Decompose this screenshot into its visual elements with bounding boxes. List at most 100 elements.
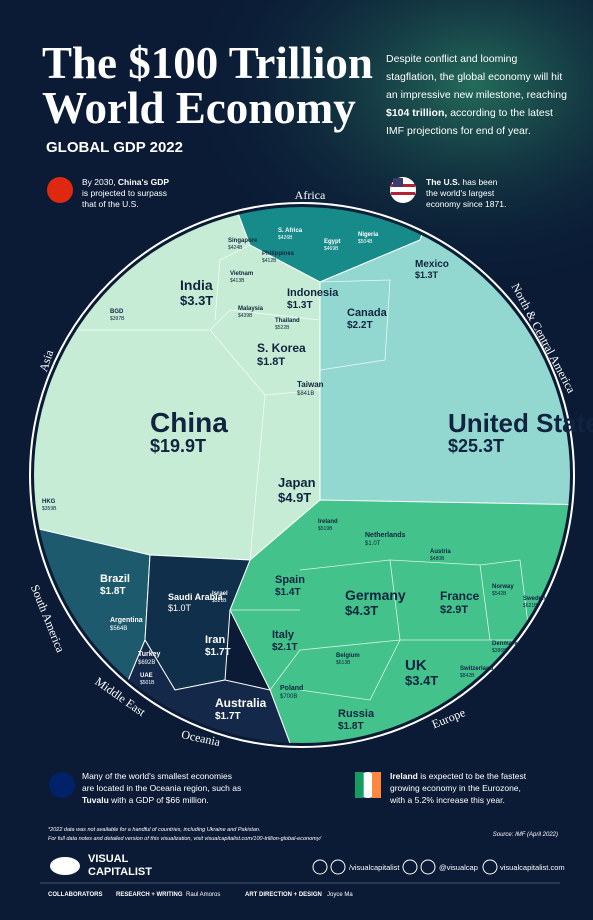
person: Raul Amoros [186,892,220,898]
icon [330,859,346,875]
country-name: Australia [215,696,267,710]
flag-tuvalu [49,772,75,798]
country-gdp: $1.3T [287,300,313,311]
country-name: United States [448,408,593,438]
country-name: China [150,407,228,438]
country-gdp: $4.9T [278,490,311,505]
callout-line: is projected to surpass [82,188,167,198]
person: Joyce Ma [327,892,353,898]
social[interactable]: visualcapitalist.com [500,863,565,872]
region-label: Asia [36,348,56,374]
country-name: Switzerland [460,666,494,672]
callout-text: By 2030, [82,177,118,187]
country-name: Malaysia [238,306,264,312]
country-name: Israel [212,591,228,597]
footnote: *2022 data was not available for a handf… [48,827,261,833]
country-name: Philippines [262,251,295,257]
country-name: BGD [110,309,124,315]
country-gdp: $424B [228,245,243,251]
cell-border [264,389,321,396]
callout-line: that of the U.S. [82,199,139,209]
country-gdp: $359B [42,506,57,512]
country-name: Singapore [228,238,258,244]
country-name: UAE [140,673,153,679]
country-gdp: $4.3T [345,603,378,618]
callout-text: has been [460,177,498,187]
cell-border [209,309,321,331]
country-gdp: $564B [110,626,127,632]
callout-ireland: Ireland is expected to be the fastest gr… [389,771,527,805]
country-name: Poland [280,685,303,692]
country-gdp: $439B [238,313,253,319]
country-gdp: $501B [140,680,155,686]
country-gdp: $3.3T [180,293,213,308]
icon [402,859,418,875]
footnote: For full data notes and detailed version… [48,836,321,842]
country-name: India [180,277,213,293]
country-gdp: $841B [297,391,314,397]
intro-bold: $104 trillion, [386,107,447,119]
country-gdp: $1.4T [275,587,301,598]
brand: CAPITALIST [88,866,152,878]
country-gdp: $3.4T [405,673,438,688]
icon [482,859,498,875]
cell-border [319,279,391,371]
country-gdp: $1.0T [168,603,192,613]
source: Source: IMF (April 2022) [493,832,558,838]
country-gdp: $1.7T [215,711,241,722]
country-gdp: $19.9T [150,436,206,456]
country-gdp: $1.8T [257,356,285,368]
country-name: Denmark [492,641,518,647]
country-gdp: $2.1T [272,642,298,653]
flag-canton [393,178,403,187]
country-gdp: $412B [262,258,277,264]
social[interactable]: /visualcapitalist [349,863,400,872]
country-name: Turkey [138,651,161,658]
country-name: Italy [272,629,295,641]
brand: VISUAL [88,853,129,865]
country-gdp: $1.8T [338,721,364,732]
callout-line: The U.S. has been [426,177,498,187]
country-gdp: $2.2T [347,320,373,331]
country-gdp: $2.9T [440,604,468,616]
intro-line: Despite conflict and looming [386,53,517,65]
country-name: Canada [347,307,388,319]
country-gdp: $426B [278,235,293,241]
callout-bold: The U.S. [426,177,460,187]
icon [420,859,436,875]
callout-line: Tuvalu with a GDP of $66 million. [82,795,209,805]
callout-line: economy since 1871. [426,199,506,209]
country-name: Germany [345,587,406,603]
country-name: Sweden [523,596,546,602]
country-gdp: $469B [324,246,339,252]
country-name: Vietnam [230,271,253,277]
callout-bold: Ireland [390,771,418,781]
flag-stripe [355,772,364,798]
callout-line: By 2030, China's GDP [82,177,169,187]
country-name: Indonesia [287,287,339,299]
country-name: Iran [205,634,225,646]
flag-china [47,177,73,203]
subtitle: GLOBAL GDP 2022 [46,139,183,156]
country-name: Austria [430,549,451,555]
callout-bold: Tuvalu [82,795,109,805]
country-gdp: $386B [492,648,507,654]
country-gdp: $700B [280,694,297,700]
intro-line: an impressive new milestone, reaching [386,89,567,101]
callout-line: growing economy in the Eurozone, [390,783,521,793]
country-gdp: $692B [138,660,155,666]
callout-text: with a GDP of $66 million. [109,795,209,805]
country-gdp: $522B [275,325,290,331]
title: World Economy [42,83,356,133]
country-name: S. Korea [257,341,306,355]
collaborators: COLLABORATORS [48,892,102,898]
logo [50,857,80,875]
role: RESEARCH + WRITING [116,892,183,898]
country-name: Argentina [110,617,143,624]
flag-stripe [372,772,381,798]
icon [312,859,328,875]
title: The $100 Trillion [42,38,373,88]
country-name: Norway [492,584,514,590]
social[interactable]: @visualcap [439,863,478,872]
country-gdp: $613B [336,660,351,666]
